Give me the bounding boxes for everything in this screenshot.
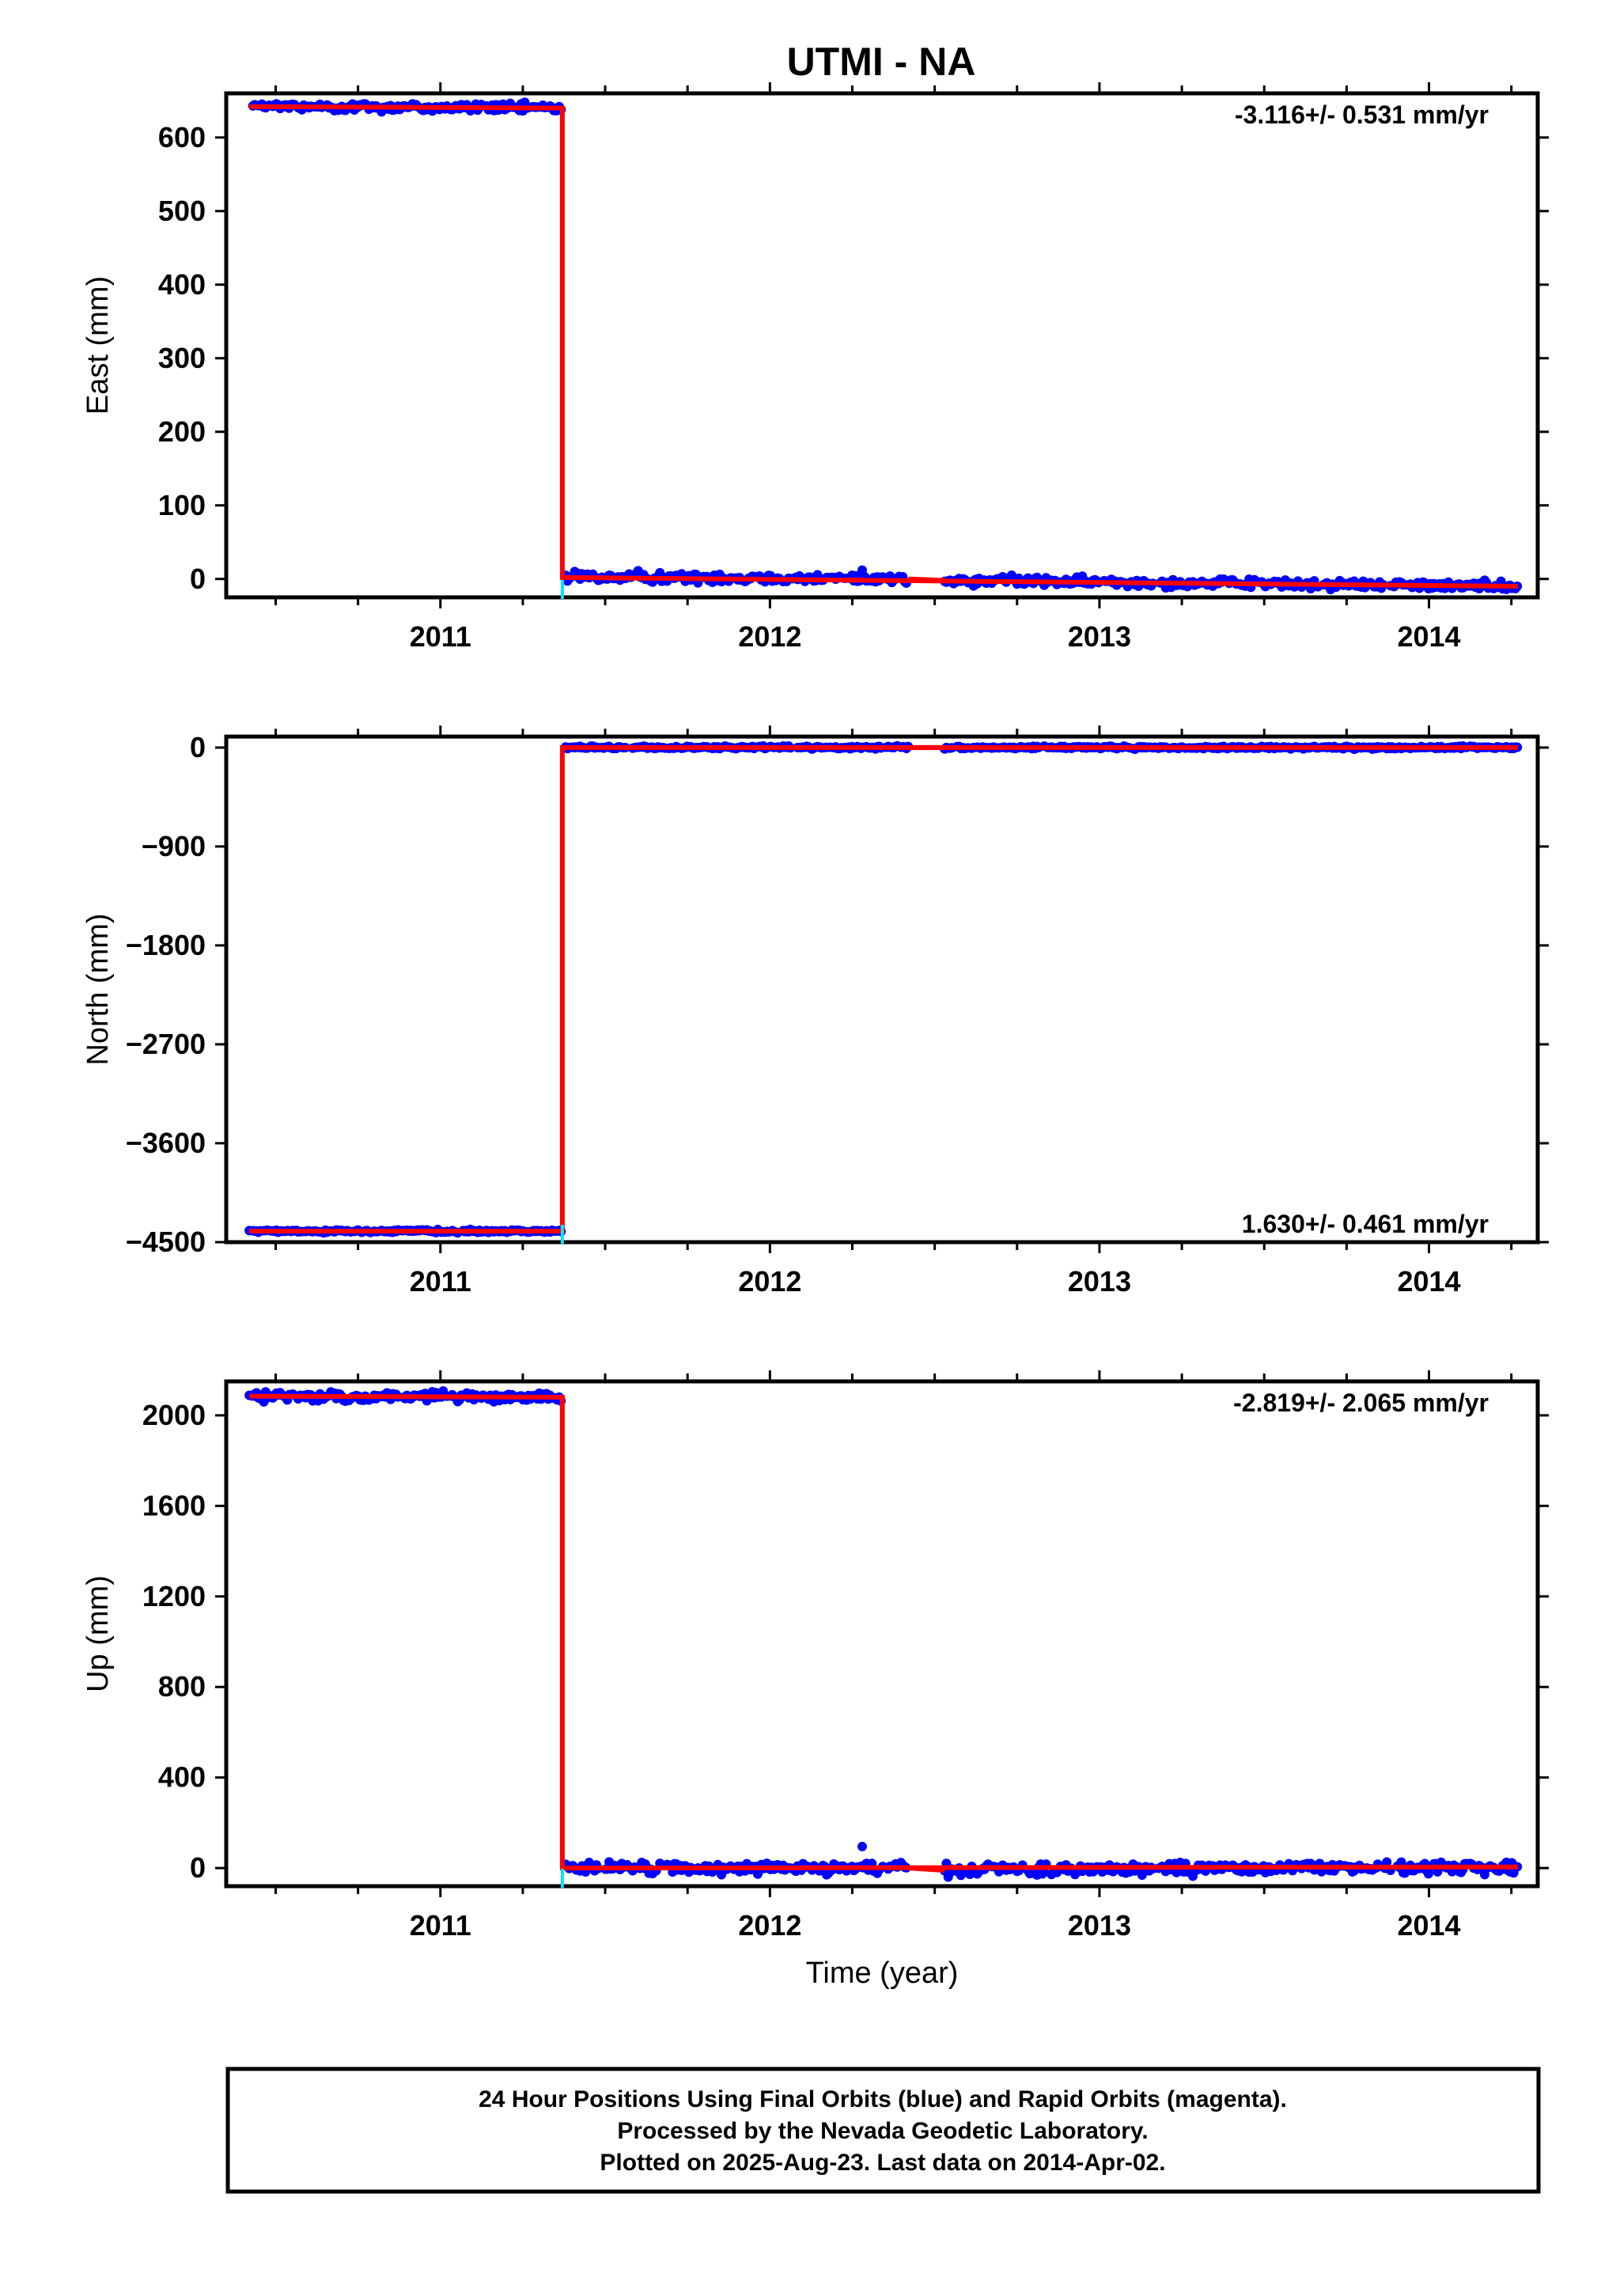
outlier-point bbox=[857, 1841, 868, 1851]
x-tick-label: 2013 bbox=[1068, 1909, 1131, 1942]
plot-area bbox=[244, 741, 1523, 1238]
y-tick-label: 600 bbox=[158, 121, 206, 153]
y-tick-label: 1600 bbox=[142, 1489, 206, 1521]
y-tick-label: 0 bbox=[190, 563, 206, 595]
y-tick-label: 100 bbox=[158, 489, 206, 521]
panel-east: 0 100 200 300 400 500 600 2011 2012 2013 2014 East … bbox=[81, 82, 1549, 653]
y-tick-label: 0 bbox=[190, 731, 206, 763]
panel-north: −4500 −3600 −2700 −1800 −900 0 2011 2012 2013 201… bbox=[81, 726, 1549, 1298]
x-tick-label: 2014 bbox=[1397, 620, 1460, 653]
y-tick-label: −900 bbox=[142, 830, 206, 862]
y-tick-label: 1200 bbox=[142, 1580, 206, 1612]
x-tick-label: 2011 bbox=[410, 620, 471, 653]
data-point bbox=[1396, 1857, 1406, 1867]
x-tick-label: 2012 bbox=[738, 1265, 801, 1298]
x-tick-label: 2012 bbox=[738, 1909, 801, 1942]
footer-line-3: Plotted on 2025-Aug-23. Last data on 201… bbox=[600, 2150, 1165, 2176]
rate-label: -3.116+/- 0.531 mm/yr bbox=[1235, 100, 1489, 129]
y-tick-label: −2700 bbox=[126, 1028, 206, 1060]
y-tick-label: −4500 bbox=[126, 1226, 206, 1258]
y-axis-label: East (mm) bbox=[81, 276, 115, 415]
y-tick-label: 500 bbox=[158, 195, 206, 227]
outlier-point bbox=[857, 565, 868, 575]
x-tick-label: 2013 bbox=[1068, 620, 1131, 653]
model-gap-line bbox=[908, 1866, 945, 1873]
model-line bbox=[249, 744, 1519, 1234]
plot-frame bbox=[224, 91, 1540, 600]
footer-line-2: Processed by the Nevada Geodetic Laborat… bbox=[617, 2118, 1148, 2144]
plot-frame bbox=[224, 1379, 1540, 1889]
x-axis-label: Time (year) bbox=[806, 1957, 959, 1990]
x-tick-label: 2011 bbox=[410, 1909, 471, 1942]
model-line bbox=[249, 1393, 1519, 1871]
x-tick-label: 2014 bbox=[1397, 1909, 1460, 1942]
y-tick-label: 2000 bbox=[142, 1399, 206, 1431]
y-tick-label: 200 bbox=[158, 415, 206, 448]
y-tick-label: −1800 bbox=[126, 929, 206, 961]
footer-box: 24 Hour Positions Using Final Orbits (bl… bbox=[225, 2067, 1541, 2194]
rate-label: 1.630+/- 0.461 mm/yr bbox=[1242, 1210, 1489, 1238]
x-tick-label: 2014 bbox=[1397, 1265, 1460, 1298]
footer-line-1: 24 Hour Positions Using Final Orbits (bl… bbox=[479, 2086, 1287, 2112]
y-tick-label: 400 bbox=[158, 1761, 206, 1794]
rate-label: -2.819+/- 2.065 mm/yr bbox=[1233, 1389, 1489, 1417]
y-tick-label: 800 bbox=[158, 1670, 206, 1703]
y-axis-label: North (mm) bbox=[81, 913, 115, 1065]
y-tick-label: 0 bbox=[190, 1851, 206, 1884]
x-tick-label: 2012 bbox=[738, 620, 801, 653]
x-tick-label: 2013 bbox=[1068, 1265, 1131, 1298]
y-axis-label: Up (mm) bbox=[81, 1575, 115, 1692]
plot-area bbox=[244, 1386, 1523, 1882]
data-point bbox=[1382, 1857, 1392, 1867]
y-tick-label: 300 bbox=[158, 342, 206, 374]
panels: 0 100 200 300 400 500 600 2011 2012 2013 2014 East … bbox=[81, 82, 1549, 1990]
y-tick-label: −3600 bbox=[126, 1127, 206, 1159]
plot-frame bbox=[224, 734, 1540, 1245]
model-line bbox=[249, 104, 1519, 589]
model-gap-line bbox=[908, 576, 945, 583]
plot-area bbox=[248, 97, 1523, 595]
y-tick-label: 400 bbox=[158, 268, 206, 301]
chart-title: UTMI - NA bbox=[787, 40, 976, 84]
panel-up: 0 400 800 1200 1600 2000 2011 2012 2013 2014 Up (m… bbox=[81, 1370, 1549, 1990]
x-tick-label: 2011 bbox=[410, 1265, 471, 1298]
